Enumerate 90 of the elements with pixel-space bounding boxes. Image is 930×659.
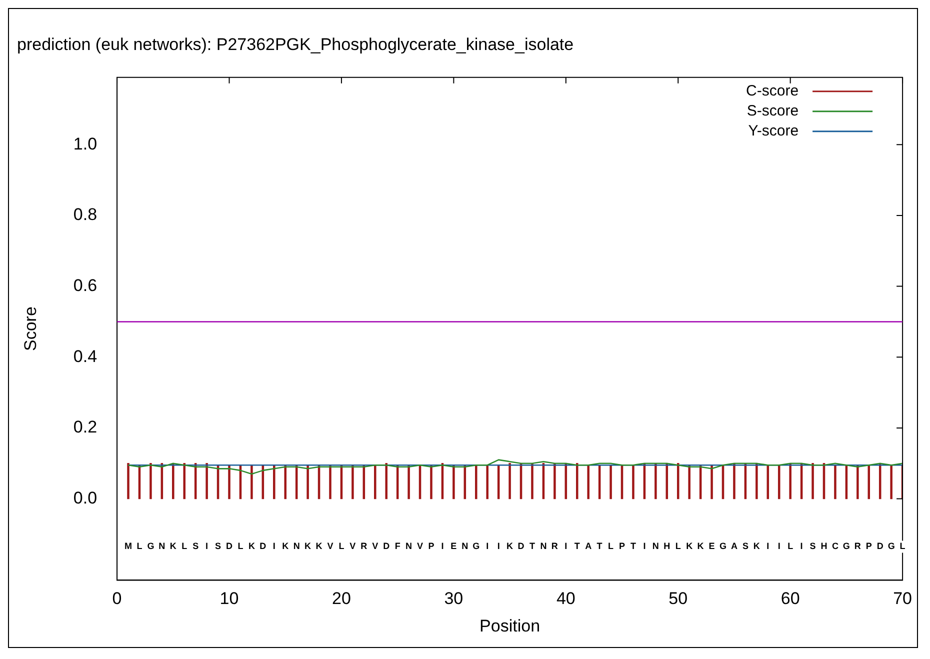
annotation: S xyxy=(810,541,816,552)
annotation: N xyxy=(540,541,547,552)
annotation: I xyxy=(486,541,489,552)
annotation: S xyxy=(742,541,748,552)
annotation: K xyxy=(697,541,704,552)
annotation: G xyxy=(147,541,154,552)
annotation: A xyxy=(585,541,592,552)
annotation: A xyxy=(730,541,738,552)
annotation: L xyxy=(182,541,188,552)
x-tick-label: 70 xyxy=(893,589,912,608)
annotation: N xyxy=(158,541,166,552)
annotation: H xyxy=(664,541,670,552)
annotation: K xyxy=(753,541,760,552)
annotation: L xyxy=(675,541,682,552)
x-tick-label: 0 xyxy=(112,589,122,608)
annotation: I xyxy=(441,541,444,552)
annotation: I xyxy=(766,541,770,552)
x-tick-label: 30 xyxy=(444,589,464,608)
annotation: C xyxy=(832,541,839,552)
annotation: D xyxy=(226,541,233,552)
annotation: V xyxy=(350,541,356,552)
annotation: L xyxy=(136,541,143,552)
x-tick-label: 60 xyxy=(780,589,800,608)
annotation: K xyxy=(316,541,323,552)
annotation: E xyxy=(708,541,715,552)
annotation: S xyxy=(215,541,222,552)
annotation: P xyxy=(618,541,626,552)
annotation: P xyxy=(866,541,872,552)
annotation: G xyxy=(888,541,895,552)
annotation: R xyxy=(551,541,558,552)
annotation: N xyxy=(293,541,300,552)
annotation: L xyxy=(338,541,345,552)
annotation: I xyxy=(778,541,780,552)
annotation: D xyxy=(260,541,267,552)
legend-label: Y-score xyxy=(748,122,799,140)
annotation: I xyxy=(497,541,500,552)
annotation: D xyxy=(383,541,390,552)
annotation: L xyxy=(238,541,244,552)
y-tick-label: 0.6 xyxy=(73,276,98,295)
annotation: V xyxy=(417,541,424,552)
x-axis-title: Position xyxy=(480,616,540,636)
annotation: I xyxy=(206,541,208,552)
annotation: G xyxy=(842,541,850,552)
annotation: T xyxy=(529,541,536,552)
annotation: H xyxy=(820,541,828,552)
annotation: F xyxy=(394,541,401,552)
annotation: K xyxy=(248,541,256,552)
annotation: N xyxy=(406,541,412,552)
annotation: D xyxy=(876,541,884,552)
x-tick-label: 10 xyxy=(220,589,239,608)
annotation: T xyxy=(574,541,580,552)
x-tick-label: 20 xyxy=(332,589,351,608)
annotation: V xyxy=(372,541,378,552)
annotation: K xyxy=(170,541,177,552)
annotation: I xyxy=(272,541,276,552)
annotation: L xyxy=(900,541,906,552)
annotation: K xyxy=(686,541,694,552)
x-tick-label: 40 xyxy=(556,589,576,608)
x-tick-label: 50 xyxy=(668,589,688,608)
annotation: R xyxy=(854,541,862,552)
annotation: I xyxy=(800,541,803,552)
y-tick-label: 0.8 xyxy=(73,205,98,224)
y-tick-label: 0.2 xyxy=(73,418,98,437)
y-tick-label: 0.0 xyxy=(73,488,98,508)
legend-label: S-score xyxy=(746,102,799,120)
annotation: I xyxy=(643,541,646,552)
annotation: P xyxy=(428,541,434,552)
annotation: E xyxy=(450,541,457,552)
annotation: G xyxy=(719,541,727,552)
annotation: V xyxy=(327,541,334,552)
annotation: I xyxy=(564,541,568,552)
y-tick-label: 0.4 xyxy=(73,346,98,366)
annotation: K xyxy=(506,541,514,552)
annotation: T xyxy=(596,541,603,552)
y-axis-title: Score xyxy=(20,306,40,352)
annotation: N xyxy=(462,541,468,552)
annotation: N xyxy=(652,541,659,552)
annotation: T xyxy=(630,541,636,552)
legend-label: C-score xyxy=(746,82,799,100)
annotation: G xyxy=(472,541,480,552)
annotation: M xyxy=(124,541,132,552)
annotation: L xyxy=(788,541,794,552)
annotation: D xyxy=(518,541,525,552)
annotation: R xyxy=(360,541,368,552)
annotation: S xyxy=(192,541,199,552)
chart-title: prediction (euk networks): P27362PGK_Phosphoglycerate_kinase_isolate xyxy=(17,34,574,54)
y-tick-label: 1.0 xyxy=(73,134,98,154)
annotation: K xyxy=(282,541,290,552)
annotation: L xyxy=(608,541,614,552)
annotation: K xyxy=(304,541,312,552)
